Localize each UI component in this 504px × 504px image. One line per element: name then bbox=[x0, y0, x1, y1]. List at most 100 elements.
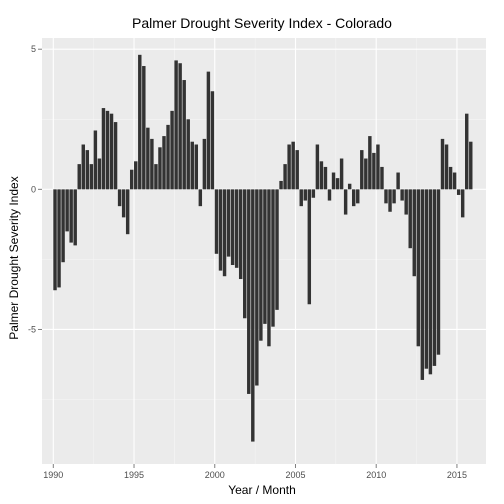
data-bar bbox=[134, 161, 138, 190]
data-bar bbox=[81, 144, 85, 190]
data-bar bbox=[53, 189, 57, 291]
x-tick-label: 2010 bbox=[366, 470, 386, 480]
y-tick-label: 5 bbox=[31, 44, 36, 54]
data-bar bbox=[311, 189, 316, 198]
data-bar bbox=[210, 91, 215, 190]
data-bar bbox=[364, 158, 368, 190]
data-bar bbox=[174, 60, 178, 190]
data-bar bbox=[194, 144, 199, 190]
data-bar bbox=[198, 189, 203, 207]
data-bar bbox=[138, 54, 142, 190]
data-bar bbox=[226, 189, 231, 257]
data-bar bbox=[206, 71, 211, 190]
data-bar bbox=[275, 189, 279, 310]
data-bar bbox=[125, 189, 130, 235]
data-bar bbox=[97, 158, 102, 190]
data-bar bbox=[65, 189, 69, 232]
data-bar bbox=[243, 189, 247, 319]
data-bar bbox=[113, 122, 118, 190]
data-bar bbox=[255, 189, 259, 386]
data-bar bbox=[89, 164, 94, 190]
y-tick-label: 0 bbox=[31, 184, 36, 194]
data-bar bbox=[190, 141, 194, 190]
data-bar bbox=[469, 141, 473, 190]
data-bar bbox=[146, 127, 150, 190]
data-bar bbox=[372, 152, 376, 190]
data-bar bbox=[158, 147, 162, 190]
data-bar bbox=[392, 189, 396, 204]
data-bar bbox=[404, 189, 408, 215]
data-bar bbox=[440, 138, 445, 190]
data-bar bbox=[73, 189, 77, 246]
data-bar bbox=[347, 183, 352, 190]
y-axis-ticks: -5 0 5 bbox=[28, 44, 42, 334]
data-bar bbox=[93, 130, 98, 190]
x-tick-label: 2000 bbox=[205, 470, 225, 480]
data-bar bbox=[287, 144, 291, 190]
data-bar bbox=[279, 180, 283, 190]
data-bar bbox=[105, 110, 110, 190]
data-bar bbox=[150, 138, 154, 190]
data-bar bbox=[319, 161, 324, 190]
data-bar bbox=[335, 178, 340, 190]
data-bar bbox=[436, 189, 441, 355]
data-bar bbox=[230, 189, 235, 266]
data-bar bbox=[428, 189, 433, 375]
data-bar bbox=[121, 189, 126, 218]
x-axis-ticks: 1990 1995 2000 2005 2010 2015 bbox=[43, 464, 467, 480]
data-bar bbox=[420, 189, 425, 380]
data-bar bbox=[307, 189, 312, 305]
data-bar bbox=[408, 189, 412, 249]
data-bar bbox=[303, 189, 307, 201]
data-bar bbox=[448, 166, 453, 190]
data-bar bbox=[162, 136, 166, 190]
data-bar bbox=[380, 166, 384, 190]
data-bar bbox=[343, 189, 348, 215]
data-bar bbox=[222, 189, 227, 277]
data-bar bbox=[315, 144, 320, 190]
bars-group bbox=[53, 54, 473, 442]
data-bar bbox=[186, 119, 190, 190]
chart-title: Palmer Drought Severity Index - Colorado bbox=[132, 15, 392, 31]
data-bar bbox=[327, 189, 332, 201]
x-tick-label: 1990 bbox=[43, 470, 63, 480]
data-bar bbox=[142, 66, 146, 190]
data-bar bbox=[247, 189, 251, 394]
data-bar bbox=[460, 189, 465, 218]
y-tick-label: -5 bbox=[28, 324, 36, 334]
data-bar bbox=[238, 189, 243, 280]
data-bar bbox=[356, 189, 360, 204]
data-bar bbox=[400, 189, 404, 201]
data-bar bbox=[263, 189, 267, 324]
data-bar bbox=[376, 144, 380, 190]
data-bar bbox=[117, 189, 122, 207]
data-bar bbox=[129, 169, 134, 190]
data-bar bbox=[271, 189, 275, 327]
data-bar bbox=[452, 172, 457, 190]
data-bar bbox=[251, 189, 255, 442]
data-bar bbox=[154, 164, 158, 190]
data-bar bbox=[351, 189, 356, 207]
x-tick-label: 2015 bbox=[447, 470, 467, 480]
data-bar bbox=[424, 189, 429, 369]
data-bar bbox=[85, 150, 90, 190]
data-bar bbox=[412, 189, 416, 277]
data-bar bbox=[77, 164, 81, 190]
data-bar bbox=[214, 189, 219, 254]
data-bar bbox=[178, 63, 182, 190]
data-bar bbox=[234, 189, 239, 268]
data-bar bbox=[465, 113, 469, 190]
data-bar bbox=[360, 150, 364, 190]
data-bar bbox=[291, 141, 295, 190]
data-bar bbox=[57, 189, 61, 288]
data-bar bbox=[368, 136, 372, 190]
data-bar bbox=[61, 189, 65, 263]
x-axis-title: Year / Month bbox=[228, 483, 296, 497]
data-bar bbox=[218, 189, 223, 271]
data-bar bbox=[299, 189, 303, 207]
data-bar bbox=[295, 150, 299, 190]
y-axis-title: Palmer Drought Severity Index bbox=[7, 176, 21, 339]
data-bar bbox=[384, 189, 388, 204]
data-bar bbox=[267, 189, 271, 347]
